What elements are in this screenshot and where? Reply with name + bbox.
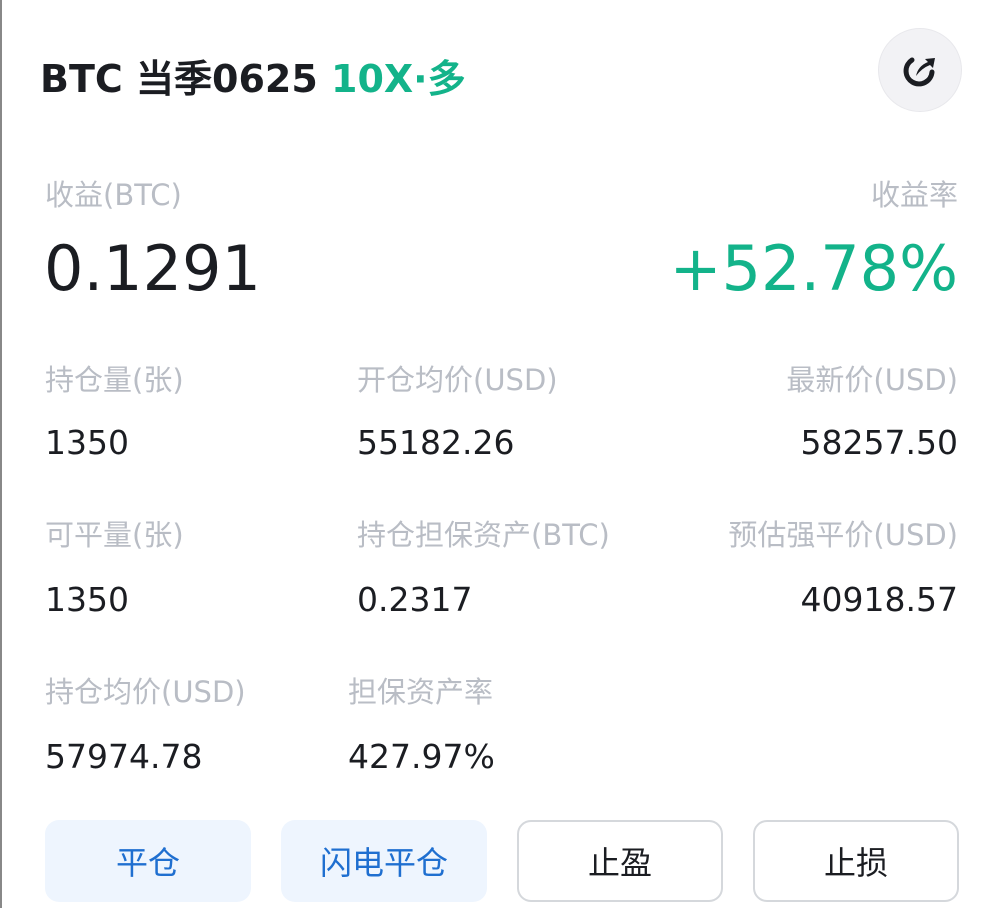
- stop-loss-button[interactable]: 止损: [753, 820, 959, 902]
- share-arrow-icon: [903, 57, 935, 87]
- pnl-rate-value: +52.78%: [669, 232, 958, 305]
- position-title: BTC 当季0625 10X·多: [40, 48, 466, 103]
- open-avg-price-value: 55182.26: [357, 423, 515, 462]
- hold-avg-price-value: 57974.78: [45, 737, 203, 776]
- position-qty-label: 持仓量(张): [45, 363, 184, 397]
- liq-price-label: 预估强平价(USD): [728, 518, 958, 552]
- last-price-label: 最新价(USD): [786, 363, 958, 397]
- close-position-button[interactable]: 平仓: [45, 820, 251, 902]
- margin-ratio-label: 担保资产率: [348, 675, 494, 709]
- pnl-value: 0.1291: [44, 232, 261, 305]
- position-qty-value: 1350: [45, 423, 129, 462]
- take-profit-button[interactable]: 止盈: [517, 820, 723, 902]
- pnl-label: 收益(BTC): [45, 178, 182, 212]
- margin-ratio-value: 427.97%: [348, 737, 495, 776]
- liq-price-value: 40918.57: [800, 580, 958, 619]
- leverage-side-tag: 10X·多: [331, 57, 466, 101]
- last-price-value: 58257.50: [800, 423, 958, 462]
- contract-name: BTC 当季0625: [40, 57, 318, 101]
- share-button[interactable]: [878, 28, 962, 112]
- margin-value: 0.2317: [357, 580, 473, 619]
- closable-qty-value: 1350: [45, 580, 129, 619]
- margin-label: 持仓担保资产(BTC): [357, 518, 610, 552]
- hold-avg-price-label: 持仓均价(USD): [45, 675, 246, 709]
- flash-close-button[interactable]: 闪电平仓: [281, 820, 487, 902]
- open-avg-price-label: 开仓均价(USD): [357, 363, 558, 397]
- pnl-rate-label: 收益率: [870, 178, 958, 212]
- closable-qty-label: 可平量(张): [45, 518, 184, 552]
